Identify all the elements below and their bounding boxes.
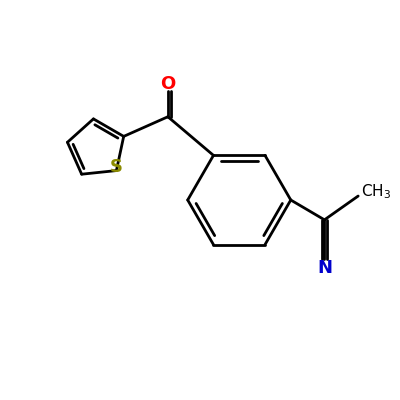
Text: O: O: [160, 75, 176, 93]
Text: S: S: [110, 158, 123, 176]
Text: CH$_3$: CH$_3$: [361, 183, 392, 202]
Text: N: N: [317, 259, 332, 277]
